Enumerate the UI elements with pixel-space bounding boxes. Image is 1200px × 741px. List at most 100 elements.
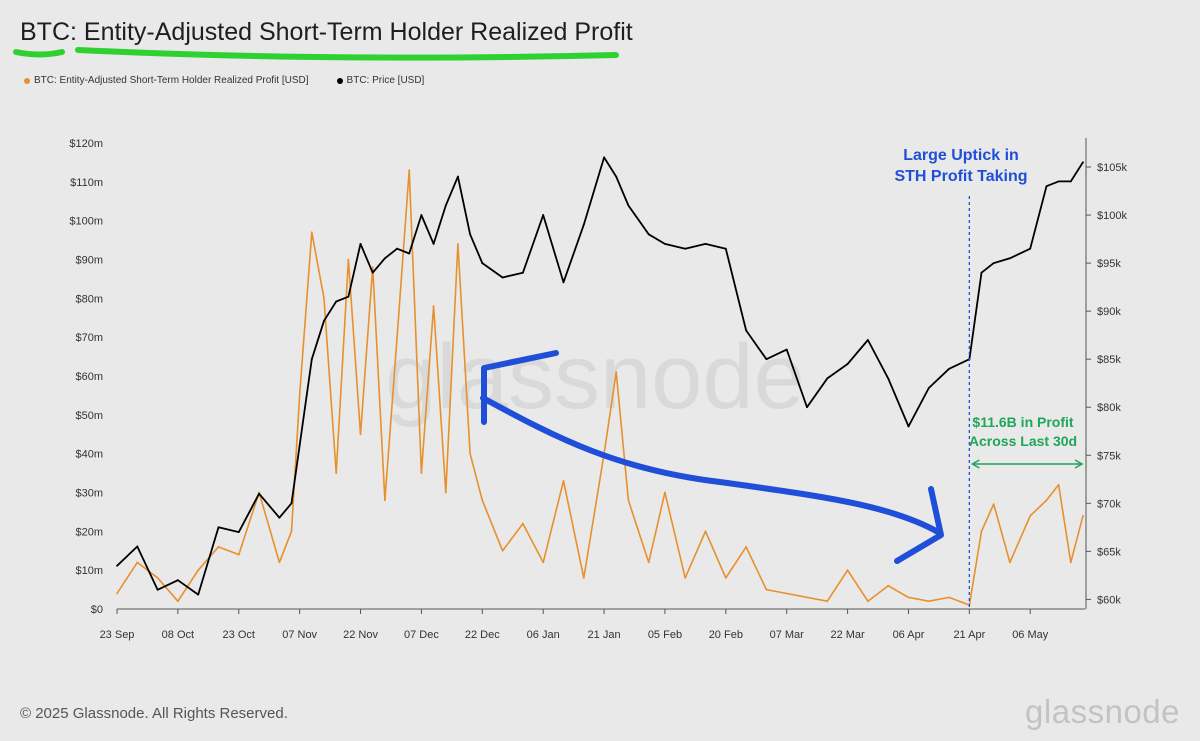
point-price [371, 271, 374, 274]
point-profit [684, 577, 687, 579]
point-profit [310, 231, 313, 234]
point-profit [335, 472, 338, 474]
point-profit [615, 371, 618, 374]
point-profit [136, 561, 139, 564]
point-profit [457, 243, 459, 245]
point-price [745, 329, 748, 332]
point-price [323, 319, 325, 322]
y-right-tick-label: $100k [1097, 210, 1127, 222]
point-profit [1082, 514, 1084, 517]
point-price [176, 579, 179, 582]
point-price [396, 247, 398, 250]
point-price [217, 526, 220, 529]
watermark: glassnode [385, 326, 804, 428]
point-profit [1029, 514, 1032, 517]
point-price [615, 175, 618, 178]
point-profit [1069, 561, 1072, 564]
x-tick-label: 07 Dec [404, 629, 439, 641]
point-profit [887, 584, 890, 587]
point-profit [992, 503, 995, 506]
point-price [501, 276, 504, 279]
y-right-tick-label: $85k [1097, 354, 1121, 366]
point-price [1029, 247, 1032, 250]
point-price [481, 262, 484, 265]
point-profit [1045, 499, 1048, 502]
hand-drawn-arrow-head-right [894, 486, 944, 564]
point-profit [156, 577, 159, 579]
legend-dot-profit [24, 77, 30, 84]
point-price [826, 377, 829, 380]
copyright-text: © 2025 Glassnode. All Rights Reserved. [20, 705, 288, 722]
profit-30d-annotation-text: $11.6B in Profit [972, 414, 1073, 430]
point-profit [278, 561, 281, 564]
point-price [521, 271, 524, 274]
point-profit [1057, 483, 1060, 486]
point-price [664, 242, 666, 245]
point-profit [469, 452, 472, 455]
point-profit [383, 499, 386, 502]
legend-item-price[interactable]: BTC: Price [USD] [336, 75, 425, 86]
y-left-tick-label: $30m [75, 488, 103, 500]
point-profit [1009, 561, 1011, 564]
point-price [408, 252, 411, 255]
point-profit [176, 600, 179, 603]
x-tick-label: 06 Jan [527, 629, 560, 641]
point-profit [846, 569, 849, 572]
point-price [724, 247, 727, 250]
point-price [335, 300, 338, 303]
profit-30d-annotation-text: Across Last 30d [969, 433, 1077, 449]
legend-label-price: BTC: Price [USD] [346, 75, 425, 86]
point-price [1057, 180, 1060, 183]
y-right-tick-label: $90k [1097, 306, 1121, 318]
point-price [290, 502, 293, 505]
x-tick-label: 22 Dec [465, 629, 500, 641]
point-profit [347, 258, 350, 261]
point-price [647, 233, 650, 236]
y-right-tick-label: $105k [1097, 162, 1127, 174]
point-profit [444, 491, 447, 494]
y-left-tick-label: $110m [70, 177, 103, 189]
point-profit [664, 491, 666, 494]
span-arrow-head-left [970, 459, 980, 469]
point-price [948, 367, 950, 370]
y-right-tick-label: $60k [1097, 594, 1121, 606]
x-tick-label: 07 Mar [770, 629, 805, 641]
point-profit [562, 479, 565, 482]
point-price [866, 339, 869, 341]
point-profit [197, 569, 200, 572]
series [116, 156, 1084, 607]
y-right-tick-label: $95k [1097, 258, 1121, 270]
title-highlight [13, 47, 619, 61]
point-profit [408, 169, 411, 172]
point-price [704, 242, 707, 245]
point-profit [432, 305, 435, 307]
point-price [765, 358, 768, 361]
point-price [992, 262, 995, 265]
y-right-tick-label: $70k [1097, 498, 1121, 510]
span-arrow-head-right [1074, 459, 1084, 469]
y-left-tick-label: $100m [69, 216, 103, 228]
point-price [627, 204, 630, 207]
point-price [562, 281, 565, 284]
point-price [432, 242, 435, 245]
point-profit [927, 600, 930, 603]
point-profit [359, 433, 362, 436]
point-profit [521, 522, 524, 525]
legend-item-profit[interactable]: BTC: Entity-Adjusted Short-Term Holder R… [24, 75, 309, 86]
chart-legend: BTC: Entity-Adjusted Short-Term Holder R… [24, 75, 424, 86]
point-price [907, 425, 910, 428]
y-right-tick-label: $65k [1097, 546, 1121, 558]
point-profit [724, 577, 727, 579]
y-left-tick-label: $70m [75, 332, 103, 344]
x-tick-label: 22 Mar [830, 629, 865, 641]
title-underline-btc [13, 49, 65, 58]
point-price [359, 242, 362, 245]
point-profit [298, 394, 301, 397]
point-price [785, 348, 788, 351]
point-profit [948, 596, 950, 599]
hand-drawn-arrow-head-left [481, 350, 559, 425]
point-profit [866, 600, 869, 603]
hand-drawn-arrow-body [480, 395, 941, 535]
point-price [1009, 257, 1011, 260]
